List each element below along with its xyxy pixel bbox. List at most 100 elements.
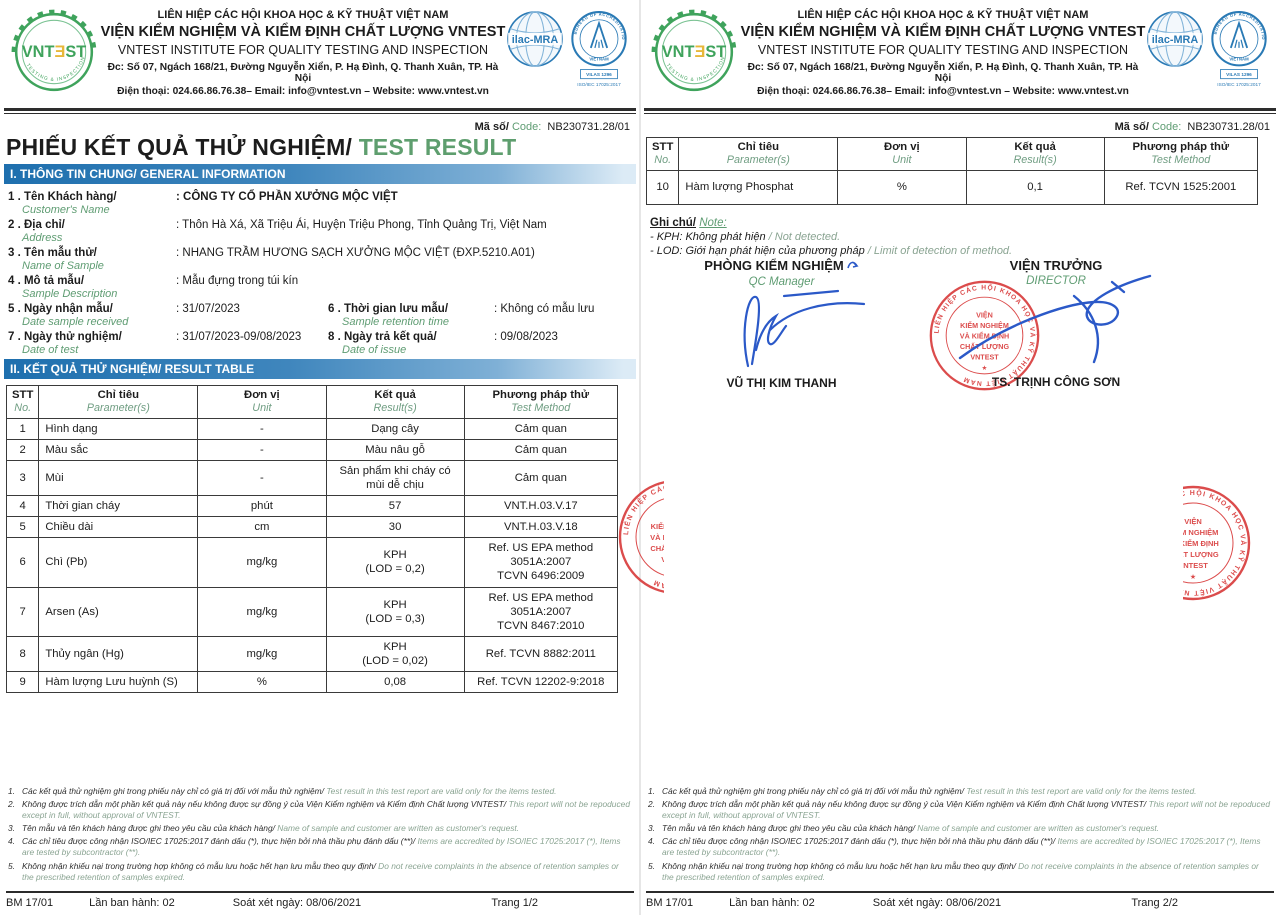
signature-block-director: VIỆN TRƯỞNG DIRECTOR TS. TRỊNH CÔNG SƠN	[932, 258, 1180, 389]
sig-role-director: DIRECTOR	[1026, 275, 1086, 287]
svg-text:ilac-MRA: ilac-MRA	[512, 34, 559, 46]
footnote: 4. Các chỉ tiêu được công nhận ISO/IEC 17…	[8, 836, 621, 858]
signature-block-qc: PHÒNG KIỂM NGHIỆM QC Manager VŨ THỊ KIM …	[674, 258, 889, 390]
svg-text:KIỂM NGHIỆM: KIỂM NGHIỆM	[651, 522, 664, 531]
info-value: : CÔNG TY CỔ PHẦN XƯỞNG MỘC VIỆT	[176, 191, 398, 203]
org-contact: Điện thoại: 024.66.86.76.38– Email: info…	[757, 86, 1129, 97]
footnote: 2. Không được trích dẫn một phần kết quả …	[8, 798, 630, 820]
sig-title-director: VIỆN TRƯỞNG	[1009, 258, 1103, 273]
info-value: : 31/07/2023	[176, 303, 240, 315]
info-label: 5 . Ngày nhận mẫu/	[8, 303, 113, 315]
svg-text:VIETNAM: VIETNAM	[589, 57, 609, 62]
vntest-logo-icon: VNTƎST TESTING & INSPECTION	[8, 6, 100, 103]
info-label-en: Customer's Name	[22, 204, 110, 216]
form-number: BM 17/01	[6, 897, 54, 909]
table-row: 8 Thủy ngân (Hg) mg/kg KPH (LOD = 0,02) Ref.…	[5, 635, 619, 673]
col-method: Phương pháp thử	[492, 389, 590, 401]
col-method: Phương pháp thử	[1132, 141, 1230, 153]
footnote: 3. Tên mẫu và tên khách hàng được ghi the…	[8, 823, 520, 834]
info-label-en: Sample retention time	[342, 316, 449, 328]
svg-text:CHẤT LƯỢNG: CHẤT LƯỢNG	[650, 543, 664, 553]
svg-text:VIỆN: VIỆN	[976, 310, 993, 319]
document-code: Mã số/ Code: NB230731.28/01	[0, 121, 630, 133]
letterhead-text: LIÊN HIỆP CÁC HỘI KHOA HỌC & KỸ THUẬT VI…	[100, 6, 506, 97]
info-row-customer: 1 . Tên Khách hàng/ Customer's Name : CÔ…	[8, 191, 634, 216]
org-name-en: VNTEST INSTITUTE FOR QUALITY TESTING AND…	[757, 43, 1129, 57]
page-number: Trang 1/2	[491, 897, 538, 909]
boa-accreditation-icon: BUREAU OF ACCREDITATION VIETNAM VILAS 12…	[1205, 6, 1271, 97]
svg-text:★: ★	[1190, 573, 1196, 581]
section-general-information: I. THÔNG TIN CHUNG/ GENERAL INFORMATION	[4, 164, 636, 184]
page-title: PHIẾU KẾT QUẢ THỬ NGHIỆM/ TEST RESULT	[6, 134, 640, 161]
info-value: : Thôn Hà Xá, Xã Triệu Ái, Huyện Triệu P…	[176, 219, 547, 231]
info-label: 3 . Tên mẫu thử/	[8, 247, 97, 259]
result-table-continued: STT No. Chỉ tiêu Parameter(s) Đơn vị Unit K…	[645, 137, 1259, 205]
footnote: 5. Không nhận khiếu nại trong trường hợp …	[648, 860, 1259, 882]
svg-text:CHẤT LƯỢNG: CHẤT LƯỢNG	[1183, 549, 1219, 559]
svg-text:KIỂM NGHIỆM: KIỂM NGHIỆM	[960, 321, 1009, 330]
info-label: 4 . Mô tả mẫu/	[8, 275, 85, 287]
footnote: 5. Không nhận khiếu nại trong trường hợp …	[8, 860, 619, 882]
table-row: 3 Mùi - Sản phẩm khi cháy có mùi dễ chịu Cảm…	[5, 459, 619, 497]
col-unit: Đơn vị	[884, 141, 920, 153]
review-date: Soát xét ngày: 08/06/2021	[232, 897, 362, 909]
table-row: 5 Chiều dài cm 30 VNT.H.03.V.18	[5, 516, 619, 539]
org-name-vi: VIỆN KIỂM NGHIỆM VÀ KIỂM ĐỊNH CHẤT LƯỢNG…	[100, 24, 506, 40]
org-contact: Điện thoại: 024.66.86.76.38– Email: info…	[117, 86, 489, 97]
letterhead: VNTƎST TESTING & INSPECTION LIÊN HIỆP CÁ…	[640, 0, 1280, 103]
svg-text:ilac-MRA: ilac-MRA	[1152, 34, 1199, 46]
code-label-vi: Mã số/	[1114, 121, 1149, 133]
general-information: 1 . Tên Khách hàng/ Customer's Name : CÔ…	[8, 191, 634, 356]
svg-text:CHẤT LƯỢNG: CHẤT LƯỢNG	[960, 341, 1010, 351]
code-label-vi: Mã số/	[474, 121, 509, 133]
info-value: : NHANG TRẦM HƯƠNG SẠCH XƯỞNG MỘC VIỆT (…	[176, 247, 535, 259]
footnote: 1. Các kết quả thử nghiệm ghi trong phiếu…	[8, 785, 557, 796]
info-value: : Mẫu đựng trong túi kín	[176, 275, 299, 287]
svg-text:VÀ KIỂM ĐỊNH: VÀ KIỂM ĐỊNH	[650, 533, 664, 542]
svg-text:KIỂM NGHIỆM: KIỂM NGHIỆM	[1183, 528, 1218, 537]
svg-text:VNTEST: VNTEST	[661, 555, 664, 564]
svg-text:★: ★	[982, 364, 988, 372]
col-no: STT	[12, 389, 34, 401]
red-halfstamp-left-icon: LIÊN HIỆP CÁC HỘI KHOA HỌC VÀ KỸ THUẬT V…	[616, 477, 664, 597]
ilac-mra-icon: ilac-MRA	[1146, 10, 1204, 73]
pen-mark-icon	[846, 259, 859, 274]
letterhead-text: LIÊN HIỆP CÁC HỘI KHOA HỌC & KỸ THUẬT VI…	[740, 6, 1146, 97]
title-vi: PHIẾU KẾT QUẢ THỬ NGHIỆM/	[6, 134, 353, 160]
document-code: Mã số/ Code: NB230731.28/01	[640, 121, 1270, 133]
svg-text:ISO/IEC 17025:2017: ISO/IEC 17025:2017	[1217, 82, 1261, 87]
letterhead: VNTƎST TESTING & INSPECTION LIÊN HIỆP CÁ…	[0, 0, 640, 103]
info-row-dates-1: 5 . Ngày nhận mẫu/ Date sample received …	[8, 303, 634, 328]
table-row: 4 Thời gian cháy phút 57 VNT.H.03.V.17	[5, 495, 619, 518]
org-union-line: LIÊN HIỆP CÁC HỘI KHOA HỌC & KỸ THUẬT VI…	[157, 9, 449, 21]
info-label-en: Date of test	[22, 344, 79, 356]
svg-text:VIETNAM: VIETNAM	[1229, 57, 1249, 62]
org-name-vi: VIỆN KIỂM NGHIỆM VÀ KIỂM ĐỊNH CHẤT LƯỢNG…	[740, 24, 1146, 40]
info-row-sample-description: 4 . Mô tả mẫu/ Sample Description : Mẫu …	[8, 275, 634, 300]
accreditation-logos: ilac-MRA BUREAU OF ACCREDITATION VIETNAM…	[1146, 6, 1276, 97]
col-unit: Đơn vị	[244, 389, 280, 401]
page-number: Trang 2/2	[1131, 897, 1178, 909]
info-label-en: Date sample received	[22, 316, 129, 328]
page-footer: BM 17/01 Lần ban hành: 02 Soát xét ngày:…	[6, 891, 634, 909]
footnotes: 1. Các kết quả thử nghiệm ghi trong phiếu…	[8, 786, 632, 885]
col-result: Kết quả	[1014, 141, 1056, 153]
footnote: 3. Tên mẫu và tên khách hàng được ghi the…	[648, 823, 1160, 834]
page-joint-divider	[639, 0, 641, 915]
table-row: 10 Hàm lượng Phosphat % 0,1 Ref. TCVN 15…	[645, 169, 1259, 205]
info-label: 6 . Thời gian lưu mẫu/	[328, 303, 449, 315]
svg-text:VNTEST: VNTEST	[970, 353, 999, 361]
sig-role-qc: QC Manager	[748, 276, 815, 289]
info-label: 7 . Ngày thử nghiệm/	[8, 331, 122, 343]
col-parameter: Chỉ tiêu	[97, 389, 140, 401]
svg-text:VNTEST: VNTEST	[1183, 561, 1208, 570]
header-divider	[644, 108, 1276, 114]
note-heading: Ghi chú/ Note:	[650, 216, 727, 229]
svg-text:VÀ KIỂM ĐỊNH: VÀ KIỂM ĐỊNH	[1183, 539, 1219, 548]
info-value: : 31/07/2023-09/08/2023	[176, 331, 302, 343]
table-row: 1 Hình dạng - Dạng cây Cảm quan	[5, 417, 619, 440]
info-label: 1 . Tên Khách hàng/	[8, 191, 117, 203]
info-value: : Không có mẫu lưu	[494, 303, 595, 315]
info-label: 2 . Địa chỉ/	[8, 219, 65, 231]
table-row: 9 Hàm lượng Lưu huỳnh (S)% 0,08 Ref. TCVN 1…	[5, 671, 619, 694]
